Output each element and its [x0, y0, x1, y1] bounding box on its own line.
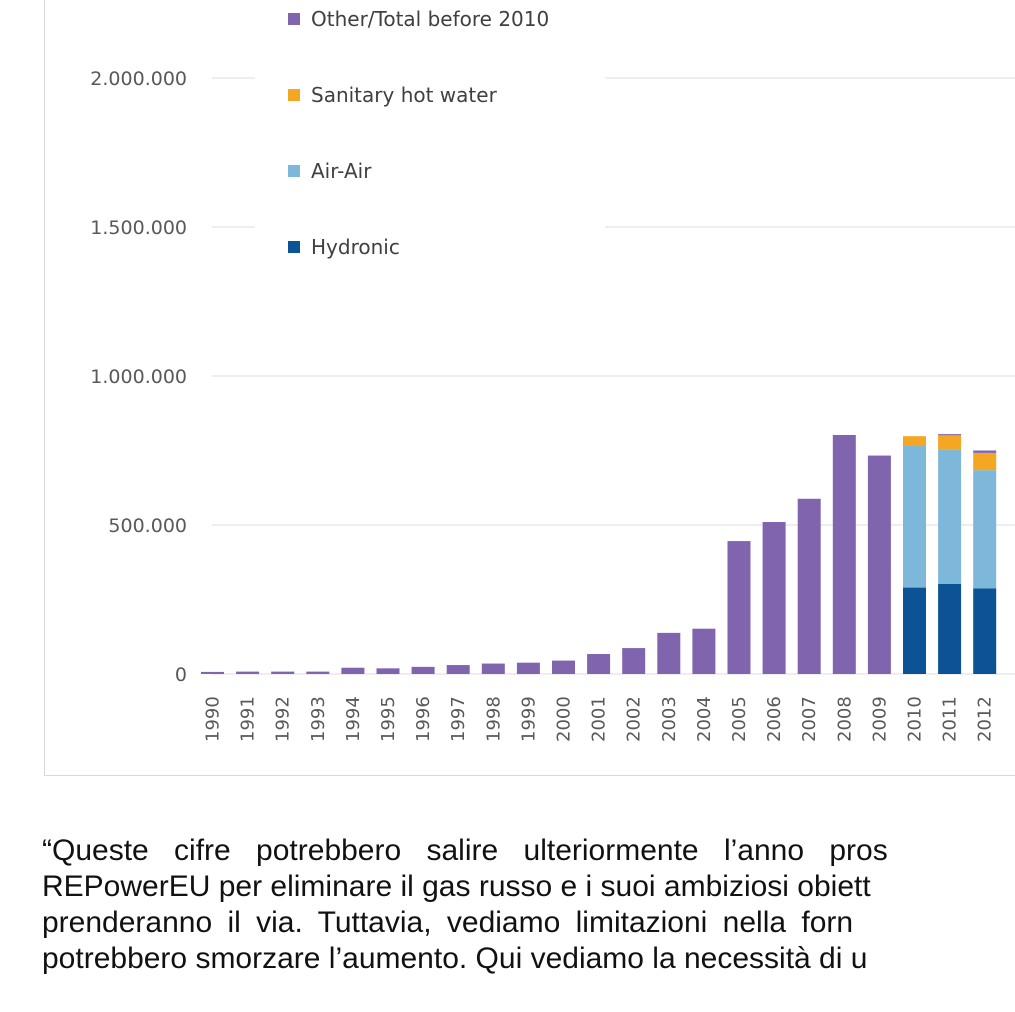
bar-segment: [973, 588, 997, 674]
bar-segment: [481, 663, 505, 674]
bar-segment: [446, 665, 470, 674]
bar-segment: [692, 628, 716, 674]
x-tick-label: 1992: [273, 696, 294, 742]
x-tick-label: 2004: [694, 696, 715, 742]
x-tick-label: 1993: [308, 696, 329, 742]
article-line: prenderanno il via. Tuttavia, vediamo li…: [42, 906, 854, 939]
x-tick-label: 2000: [554, 696, 575, 742]
bar-segment: [973, 470, 997, 589]
bar-segment: [236, 671, 260, 674]
y-tick-label: 2.000.000: [90, 68, 187, 90]
bar-segment: [622, 648, 646, 674]
bar-segment: [201, 671, 224, 674]
bar-segment: [411, 666, 435, 674]
bar-segment: [938, 584, 962, 674]
x-tick-label: 2009: [869, 696, 890, 742]
bar-segment: [341, 667, 365, 674]
legend-swatch: [288, 13, 300, 25]
legend-swatch: [288, 241, 300, 253]
article-paragraph: “Queste cifre potrebbero salire ulterior…: [42, 833, 1015, 977]
bar-chart: 0 500.000 1.000.000 1.500.000 2.000.000 1990 1…: [90, 7, 1015, 742]
bar-segment: [306, 671, 330, 674]
bar-segment: [762, 522, 786, 674]
bar-segment: [832, 435, 856, 674]
y-tick-label: 0: [175, 664, 187, 686]
chart-frame: 0 500.000 1.000.000 1.500.000 2.000.000 1990 1…: [44, 0, 1015, 776]
x-tick-label: 2011: [940, 696, 961, 742]
x-tick-label: 1995: [378, 696, 399, 742]
x-tick-label: 1990: [203, 696, 224, 742]
bar-segment: [903, 446, 926, 588]
y-tick-label: 500.000: [108, 515, 187, 537]
bar-segment: [903, 436, 926, 447]
bar-segment: [657, 632, 681, 674]
x-tick-label: 1991: [238, 696, 259, 742]
x-tick-label: 2001: [589, 696, 610, 742]
bar-segment: [938, 449, 962, 585]
x-tick-label: 1997: [448, 696, 469, 742]
x-tick-label: 2010: [905, 696, 926, 742]
x-tick-label: 2007: [799, 696, 820, 742]
bar-segment: [797, 498, 821, 674]
legend-label: Air-Air: [311, 159, 372, 183]
legend-swatch: [288, 165, 300, 177]
article-line: potrebbero smorzare l’aumento. Qui vedia…: [42, 942, 868, 975]
legend-swatch: [288, 89, 300, 101]
bar-segment: [552, 660, 575, 674]
legend-label: Sanitary hot water: [311, 83, 498, 107]
bar-segment: [973, 450, 997, 453]
bar-segment: [938, 435, 962, 450]
x-tick-label: 1999: [518, 696, 539, 742]
x-tick-label: 2008: [834, 696, 855, 742]
bar-segment: [587, 654, 611, 674]
article-line: REPowerEU per eliminare il gas russo e i…: [42, 870, 871, 903]
x-tick-label: 2005: [729, 696, 750, 742]
bar-segment: [727, 541, 751, 674]
legend-label: Other/Total before 2010: [311, 7, 549, 31]
legend-label: Hydronic: [311, 235, 400, 259]
x-tick-label: 1998: [483, 696, 504, 742]
x-tick-label: 2006: [764, 696, 785, 742]
bar-segment: [376, 668, 400, 674]
x-tick-label: 2002: [624, 696, 645, 742]
article-line: “Queste cifre potrebbero salire ulterior…: [42, 834, 888, 867]
x-tick-label: 1996: [413, 696, 434, 742]
x-tick-label: 2012: [975, 696, 996, 742]
bar-segment: [271, 671, 295, 674]
x-tick-label: 1994: [343, 696, 364, 742]
bar-segment: [903, 587, 926, 674]
bar-segment: [867, 455, 891, 674]
bar-segment: [516, 662, 540, 674]
bar-segment: [973, 452, 997, 471]
bar-segment: [938, 434, 962, 436]
x-tick-label: 2003: [659, 696, 680, 742]
y-tick-label: 1.000.000: [90, 366, 187, 388]
y-tick-label: 1.500.000: [90, 217, 187, 239]
